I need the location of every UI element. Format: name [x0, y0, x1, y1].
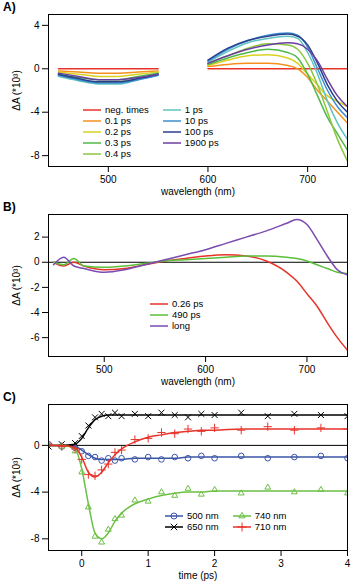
- svg-text:-2: -2: [31, 282, 40, 293]
- svg-text:-4: -4: [31, 106, 40, 117]
- html-text:500 nm: 500 nm: [187, 510, 219, 521]
- html-text:long: long: [172, 320, 190, 331]
- svg-text:0: 0: [34, 63, 40, 74]
- html-text:neg. times: neg. times: [105, 104, 149, 115]
- html-text:0.2 ps: 0.2 ps: [105, 126, 131, 137]
- svg-text:0: 0: [34, 440, 40, 451]
- svg-text:1: 1: [145, 558, 151, 569]
- html-text:A): A): [3, 0, 16, 14]
- svg-text:500: 500: [96, 364, 113, 375]
- svg-text:ΔA (*10³): ΔA (*10³): [11, 70, 22, 111]
- html-text:100 ps: 100 ps: [184, 126, 214, 137]
- svg-text:-8: -8: [31, 150, 40, 161]
- svg-text:4: 4: [345, 558, 351, 569]
- html-text:740 nm: 740 nm: [254, 510, 287, 521]
- svg-text:2: 2: [34, 231, 40, 242]
- svg-text:500: 500: [100, 174, 117, 185]
- svg-text:wavelength (nm): wavelength (nm): [160, 186, 235, 197]
- svg-text:-6: -6: [31, 332, 40, 343]
- svg-text:600: 600: [197, 364, 214, 375]
- svg-text:ΔA (*10³): ΔA (*10³): [11, 265, 22, 306]
- html-text:1 ps: 1 ps: [184, 104, 203, 115]
- svg-text:0: 0: [79, 558, 85, 569]
- svg-text:2: 2: [212, 558, 218, 569]
- html-text:710 nm: 710 nm: [254, 521, 287, 532]
- svg-text:-4: -4: [31, 307, 40, 318]
- html-text:0.26 ps: 0.26 ps: [172, 298, 204, 309]
- svg-text:wavelength (nm): wavelength (nm): [160, 376, 235, 387]
- html-text:C): C): [3, 390, 16, 404]
- html-text:1900 ps: 1900 ps: [184, 137, 219, 148]
- html-text:0.4 ps: 0.4 ps: [105, 148, 131, 159]
- svg-text:600: 600: [200, 174, 217, 185]
- svg-text:time (ps): time (ps): [179, 570, 218, 581]
- svg-text:-8: -8: [31, 533, 40, 544]
- svg-text:-4: -4: [31, 486, 40, 497]
- html-text:490 ps: 490 ps: [172, 309, 201, 320]
- svg-text:0: 0: [34, 256, 40, 267]
- svg-text:ΔA (*10³): ΔA (*10³): [11, 457, 22, 498]
- html-text:650 nm: 650 nm: [187, 521, 219, 532]
- svg-text:4: 4: [34, 20, 40, 31]
- html-text:0.3 ps: 0.3 ps: [105, 137, 131, 148]
- html-text:B): B): [3, 200, 16, 214]
- svg-text:700: 700: [299, 364, 316, 375]
- html-text:10 ps: 10 ps: [184, 115, 209, 126]
- html-text:0.1 ps: 0.1 ps: [105, 115, 131, 126]
- svg-text:700: 700: [299, 174, 316, 185]
- svg-text:3: 3: [278, 558, 284, 569]
